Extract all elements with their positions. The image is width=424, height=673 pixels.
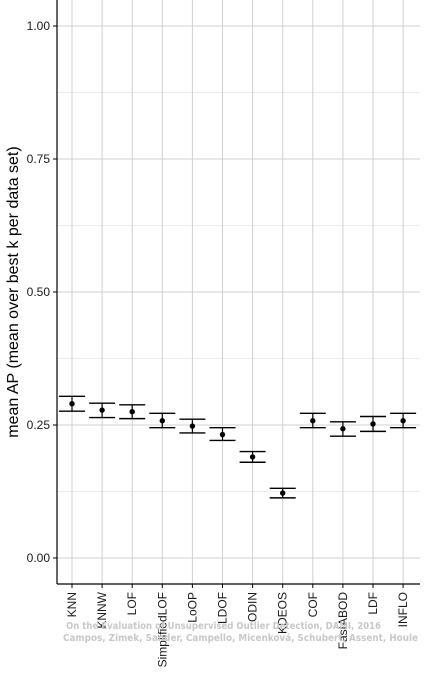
x-tick-label: LDOF [216, 592, 230, 624]
y-tick-label: 0.00 [27, 551, 51, 565]
x-tick-label: KDEOS [276, 592, 290, 634]
mean-point [69, 401, 75, 407]
y-tick-label: 0.75 [27, 152, 51, 166]
y-tick-label: 0.25 [27, 418, 51, 432]
mean-point [249, 454, 256, 460]
mean-point [129, 409, 135, 415]
tick-labels: 0.00 0.25 0.50 0.75 1.00 KNN KNNW LOF Simplified… [27, 19, 410, 667]
mean-point [370, 421, 376, 427]
x-tick-label: KNN [65, 592, 79, 617]
y-tick-label: 1.00 [27, 19, 51, 33]
x-tick-label: FastABOD [336, 592, 350, 650]
axes [53, 0, 420, 588]
x-tick-label: KNNW [95, 591, 109, 628]
x-tick-label: INFLO [396, 592, 410, 627]
mean-point [159, 418, 165, 424]
y-tick-label: 0.50 [27, 285, 51, 299]
x-tick-label: COF [306, 592, 320, 617]
watermark-line-1: On the Evaluation of Unsupervised Outlie… [66, 621, 381, 632]
mean-point [400, 418, 406, 424]
mean-point [340, 426, 346, 432]
x-tick-label: SimplifiedLOF [155, 592, 169, 667]
mean-point [310, 418, 316, 424]
y-axis-label: mean AP (mean over best k per data set) [5, 146, 22, 437]
grid [57, 0, 420, 584]
x-tick-label: LDF [366, 592, 380, 615]
mean-point [219, 431, 226, 438]
mean-point [280, 490, 286, 496]
mean-point [189, 423, 196, 429]
mean-point [99, 407, 105, 413]
x-tick-label: LoOP [185, 592, 199, 623]
watermark-line-2: Campos, Zimek, Sander, Campello, Micenko… [63, 632, 418, 644]
watermark: On the Evaluation of Unsupervised Outlie… [63, 621, 418, 644]
x-tick-label: LOF [125, 592, 139, 615]
data-marks [59, 395, 417, 499]
x-tick-label: ODIN [246, 592, 260, 622]
